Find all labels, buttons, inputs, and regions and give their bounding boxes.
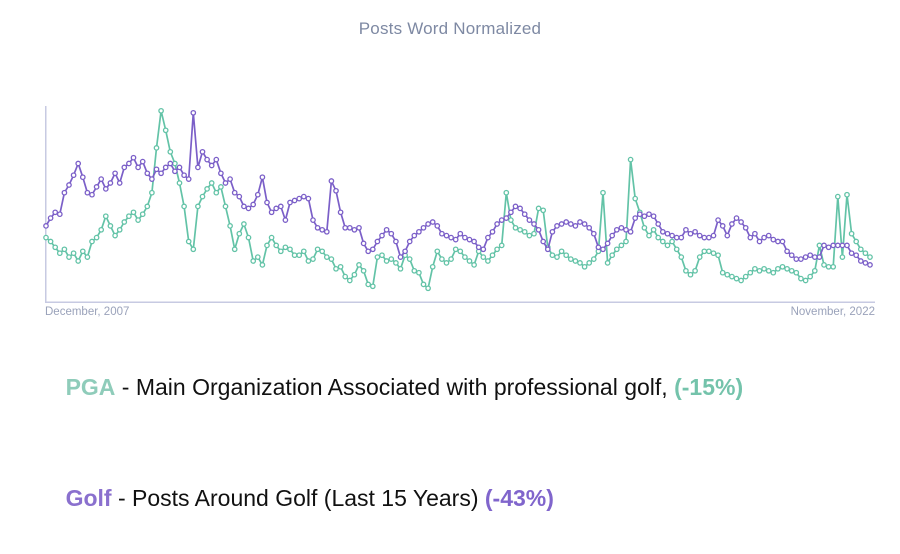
x-axis-start-label: December, 2007 [45, 306, 130, 318]
legend-item-golf: Golf - Posts Around Golf (Last 15 Years)… [40, 443, 743, 554]
legend-change-pct-pga: (-15%) [674, 374, 744, 400]
legend-series-name-pga: PGA [65, 374, 116, 400]
legend-description-golf: Posts Around Golf (Last 15 Years) [132, 485, 485, 511]
legend-separator: - [111, 485, 133, 511]
chart-title: Posts Word Normalized [358, 19, 542, 38]
line-chart-canvas [43, 106, 875, 303]
x-axis-end-label: November, 2022 [790, 306, 875, 318]
legend-separator: - [115, 374, 136, 400]
legend-item-pga: PGA - Main Organization Associated with … [40, 332, 744, 443]
legend-change-pct-golf: (-43%) [484, 485, 554, 511]
x-axis: December, 2007 November, 2022 [45, 306, 875, 318]
chart-legend: PGA - Main Organization Associated with … [40, 332, 744, 554]
legend-description-pga: Main Organization Associated with profes… [135, 374, 675, 400]
legend-series-name-golf: Golf [65, 485, 112, 511]
line-chart-plot-area [43, 100, 875, 303]
